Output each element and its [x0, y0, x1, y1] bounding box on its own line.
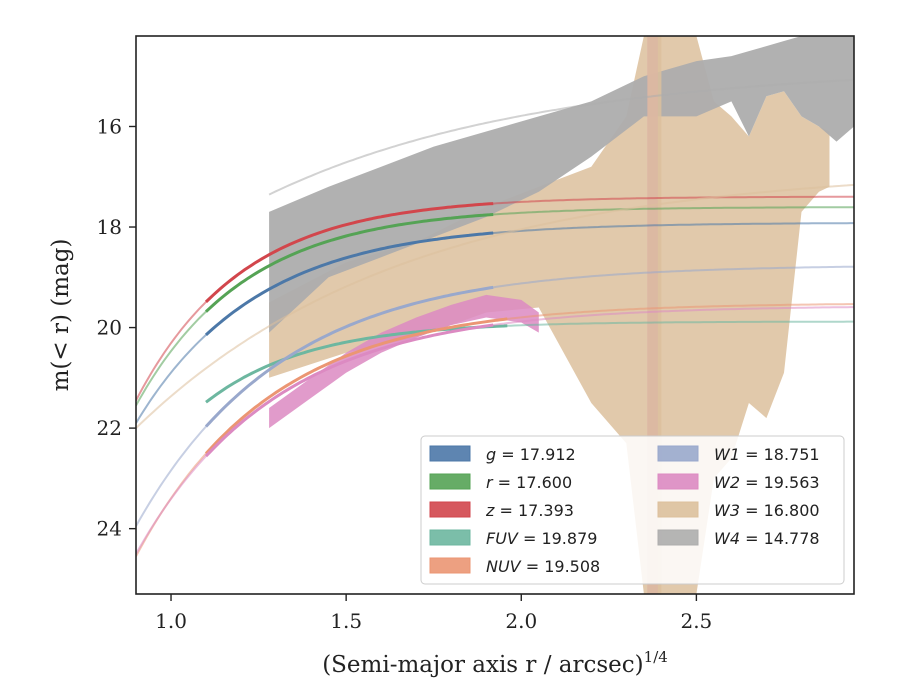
growth-curves: [136, 78, 854, 557]
legend-label-g: g = 17.912: [486, 445, 576, 464]
x-tick-label: 1.0: [155, 609, 187, 633]
y-tick-label: 18: [97, 215, 122, 239]
curve-z-measured: [204, 202, 494, 303]
legend-swatch-g: [429, 445, 471, 462]
band-2: [269, 294, 539, 429]
legend-label-w4: W4 = 14.778: [714, 529, 820, 548]
band-1: [269, 36, 854, 333]
legend-swatch-r: [429, 473, 471, 490]
x-tick-label: 2.0: [505, 609, 537, 633]
legend-label-w2: W2 = 19.563: [714, 473, 820, 492]
curve-w4: [268, 78, 854, 196]
legend-swatch-z: [429, 501, 471, 518]
legend-label-fuv: FUV = 19.879: [486, 529, 597, 548]
x-axis-title-exponent: 1/4: [644, 648, 668, 666]
y-tick-label: 22: [97, 416, 122, 440]
legend-label-z: z = 17.393: [485, 501, 574, 520]
curve-w1-measured: [204, 285, 494, 428]
legend-swatch-fuv: [429, 529, 471, 546]
curve-fuv-measured: [205, 324, 508, 404]
y-tick-label: 24: [97, 517, 122, 541]
y-axis-ticks: 16 18 20 22 24: [97, 114, 136, 541]
legend-label-r: r = 17.600: [486, 473, 572, 492]
x-axis-ticks: 1.0 1.5 2.0 2.5: [155, 594, 712, 633]
legend-label-w1: W1 = 18.751: [714, 445, 820, 464]
y-axis-title: m(< r) (mag): [48, 239, 74, 392]
legend-frame: [420, 435, 845, 585]
x-tick-label: 2.5: [680, 609, 712, 633]
y-tick-label: 20: [97, 316, 122, 340]
legend-swatch-w2: [657, 473, 699, 490]
curve-r-measured: [204, 213, 494, 313]
curve-nuv-measured: [204, 317, 508, 455]
curve-w2-measured: [204, 323, 494, 458]
x-tick-label: 1.5: [330, 609, 362, 633]
legend: g = 17.912 r = 17.600 z = 17.393 FUV = 19.8…: [420, 435, 845, 585]
plot-frame: [135, 35, 855, 595]
legend-swatch-nuv: [429, 557, 471, 574]
curve-w3: [136, 183, 854, 429]
y-tick-label: 16: [97, 114, 122, 138]
x-axis-title: (Semi-major axis r / arcsec)1/4: [322, 648, 668, 678]
curve-g-measured: [204, 231, 494, 337]
legend-swatch-w4: [657, 529, 699, 546]
legend-label-w3: W3 = 16.800: [714, 501, 820, 520]
legend-swatch-w1: [657, 445, 699, 462]
legend-swatch-w3: [657, 501, 699, 518]
legend-label-nuv: NUV = 19.508: [486, 557, 600, 576]
